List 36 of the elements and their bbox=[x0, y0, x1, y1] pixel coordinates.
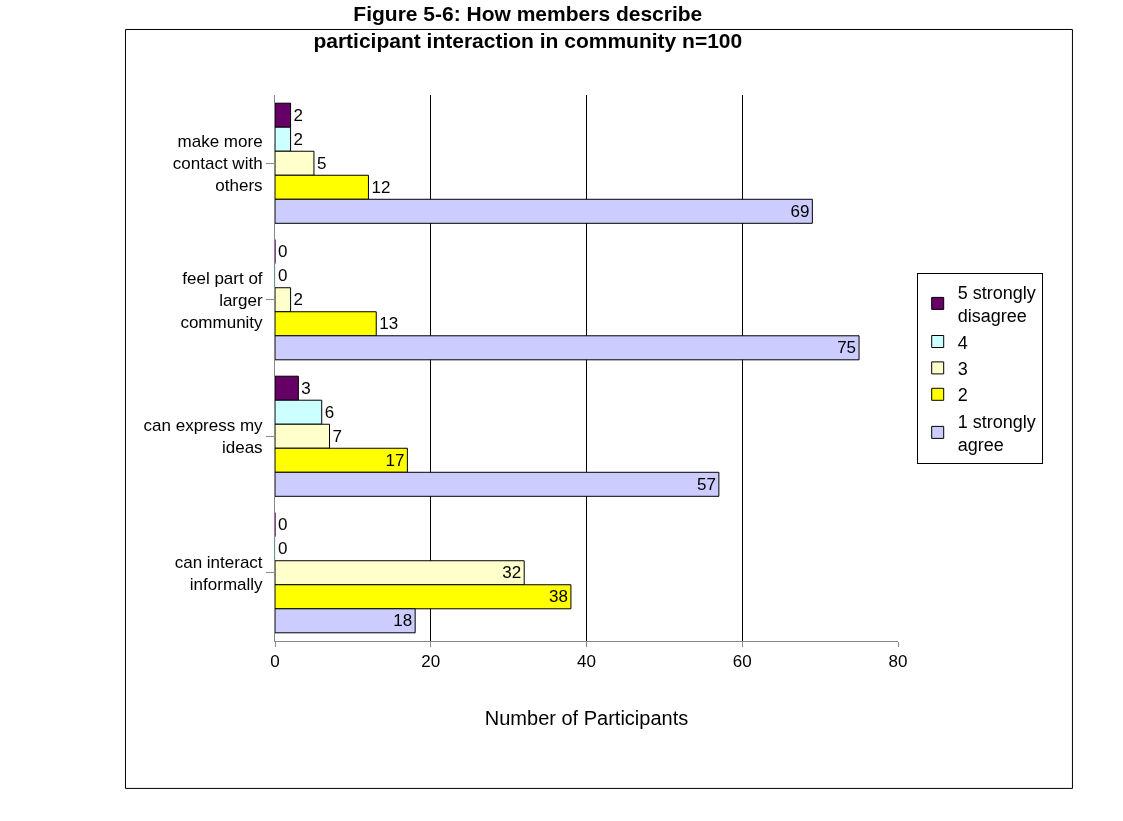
data-label: 32 bbox=[502, 563, 522, 583]
data-label: 12 bbox=[371, 177, 391, 197]
x-tick-label: 20 bbox=[421, 652, 441, 672]
data-label: 6 bbox=[324, 402, 335, 422]
legend-label: 5 strongly disagree bbox=[957, 282, 1036, 327]
data-label: 17 bbox=[385, 450, 405, 470]
data-label: 18 bbox=[393, 611, 413, 631]
data-label: 0 bbox=[278, 266, 288, 286]
data-label: 2 bbox=[293, 290, 304, 310]
x-tick-label: 60 bbox=[732, 652, 752, 672]
x-axis-title: Number of Participants bbox=[484, 706, 689, 729]
legend-label: 3 bbox=[957, 358, 968, 379]
y-tick-label: can interact informally bbox=[174, 552, 264, 594]
data-label: 38 bbox=[549, 587, 568, 607]
data-label: 13 bbox=[379, 314, 399, 334]
data-label: 2 bbox=[293, 129, 304, 149]
legend-label: 1 strongly agree bbox=[957, 411, 1036, 456]
data-label: 7 bbox=[332, 426, 342, 446]
data-label: 75 bbox=[837, 338, 857, 358]
data-label: 3 bbox=[301, 378, 311, 398]
legend-label: 4 bbox=[957, 332, 968, 353]
data-label: 0 bbox=[278, 242, 288, 262]
chart-title: Figure 5-6: How members describe participant interaction in community n=100 bbox=[313, 1, 743, 52]
y-tick-label: can express my ideas bbox=[143, 416, 264, 458]
data-label: 5 bbox=[316, 153, 327, 173]
legend-label: 2 bbox=[957, 385, 968, 406]
x-tick-label: 80 bbox=[888, 652, 908, 672]
data-label: 0 bbox=[278, 515, 288, 535]
data-label: 2 bbox=[293, 105, 304, 125]
data-label: 69 bbox=[790, 201, 810, 221]
y-tick-label: feel part of larger community bbox=[180, 268, 264, 332]
x-tick-label: 40 bbox=[577, 652, 596, 672]
data-label: 57 bbox=[696, 474, 716, 494]
y-tick-label: make more contact with others bbox=[172, 132, 263, 196]
data-label: 0 bbox=[278, 539, 288, 559]
x-tick-label: 0 bbox=[270, 652, 280, 672]
